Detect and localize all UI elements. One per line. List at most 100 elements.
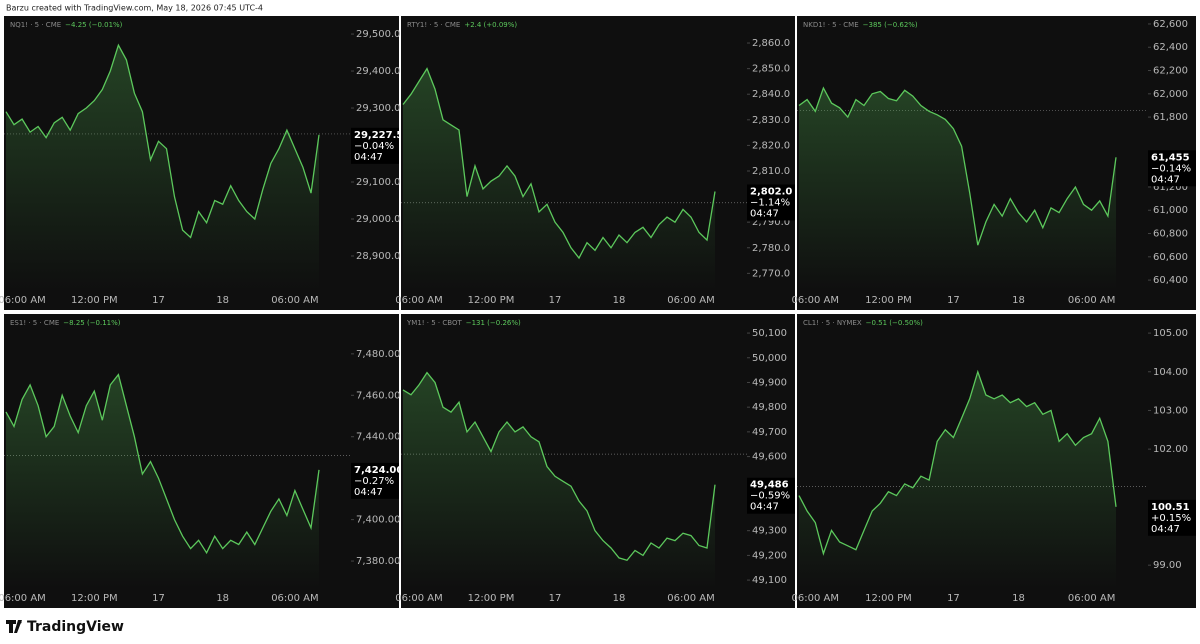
change-label: +0.15%	[1151, 513, 1191, 524]
price-box	[747, 477, 795, 514]
x-tick-label: 12:00 PM	[71, 593, 118, 604]
y-tick-label: 7,480.00	[356, 349, 401, 360]
x-tick-label: 06:00 AM	[667, 295, 714, 306]
price-label: 7,424.00	[354, 465, 403, 476]
footer-text: TradingView	[27, 619, 124, 635]
symbol-label: ES1! · 5 · CME −8.25 (−0.11%)	[10, 319, 121, 327]
symbol-text: NKD1! · 5 · CME	[803, 21, 859, 29]
change-label: −1.14%	[750, 197, 790, 208]
y-tick-label: 62,000	[1153, 89, 1188, 100]
x-tick-label: 17	[947, 593, 960, 604]
x-tick-label: 18	[216, 593, 229, 604]
y-tick-label: 60,600	[1153, 252, 1188, 263]
change-text: +2.4 (+0.09%)	[464, 21, 517, 29]
price-label: 49,486	[750, 480, 789, 491]
x-tick-label: 06:00 AM	[271, 295, 318, 306]
price-label: 2,802.0	[750, 186, 792, 197]
y-tick-label: 62,200	[1153, 66, 1188, 77]
y-tick-label: 60,400	[1153, 275, 1188, 286]
y-tick-label: 28,900.00	[356, 251, 407, 262]
area	[403, 68, 715, 290]
y-tick-label: 62,600	[1153, 19, 1188, 30]
y-tick-label: 49,100	[752, 575, 787, 586]
logo-mark	[6, 620, 22, 633]
y-tick-label: 49,200	[752, 550, 787, 561]
area	[6, 45, 319, 291]
symbol-label: NQ1! · 5 · CME −4.25 (−0.01%)	[10, 21, 123, 29]
chart-panel: ES1! · 5 · CME −8.25 (−0.11%) 7,380.00 7,40…	[0, 314, 403, 608]
x-tick-label: 06:00 AM	[0, 593, 46, 604]
y-tick-label: 2,850.0	[752, 64, 790, 75]
price-label: 61,455	[1151, 152, 1190, 163]
symbol-label: CL1! · 5 · NYMEX −0.51 (−0.50%)	[803, 319, 923, 327]
price-box	[1148, 150, 1196, 187]
chart-panel: CL1! · 5 · NYMEX −0.51 (−0.50%) 99.00 102.0…	[792, 314, 1196, 608]
symbol-label: RTY1! · 5 · CME +2.4 (+0.09%)	[407, 21, 517, 29]
price-line	[5, 373, 320, 555]
x-tick-label: 06:00 AM	[395, 593, 442, 604]
y-tick-label: 29,500.00	[356, 29, 407, 40]
x-tick-label: 06:00 AM	[667, 593, 714, 604]
chart-panel: NKD1! · 5 · CME −385 (−0.62%) 60,400 60,600…	[792, 16, 1196, 310]
y-tick-label: 2,860.0	[752, 38, 790, 49]
y-tick-label: 105.00	[1153, 328, 1188, 339]
change-text: −8.25 (−0.11%)	[63, 319, 121, 327]
y-tick-label: 29,400.00	[356, 66, 407, 77]
symbol-text: YM1! · 5 · CBOT	[406, 319, 462, 327]
chart-panel: RTY1! · 5 · CME +2.4 (+0.09%) 2,770.0 2,780…	[395, 16, 795, 310]
y-tick-label: 99.00	[1153, 560, 1182, 571]
chart-panel: NQ1! · 5 · CME −4.25 (−0.01%) 28,900.00 29,…	[0, 16, 410, 310]
y-tick-label: 2,830.0	[752, 115, 790, 126]
y-tick-label: 104.00	[1153, 367, 1188, 378]
footer-logo: TradingView	[6, 619, 124, 635]
x-tick-label: 17	[152, 593, 165, 604]
symbol-text: ES1! · 5 · CME	[10, 319, 59, 327]
x-tick-label: 06:00 AM	[792, 593, 839, 604]
price-box	[747, 184, 795, 221]
price-line	[402, 371, 716, 562]
logo-dot	[18, 620, 22, 624]
symbol-label: NKD1! · 5 · CME −385 (−0.62%)	[803, 21, 918, 29]
y-tick-label: 7,400.00	[356, 515, 401, 526]
change-text: −0.51 (−0.50%)	[866, 319, 924, 327]
x-tick-label: 12:00 PM	[468, 295, 515, 306]
y-tick-label: 29,100.00	[356, 177, 407, 188]
x-tick-label: 12:00 PM	[865, 295, 912, 306]
y-tick-label: 29,000.00	[356, 214, 407, 225]
price-box	[1148, 499, 1196, 536]
price-line	[5, 43, 320, 239]
y-tick-label: 2,790.0	[752, 217, 790, 228]
symbol-text: NQ1! · 5 · CME	[10, 21, 61, 29]
x-tick-label: 12:00 PM	[468, 593, 515, 604]
y-tick-label: 61,800	[1153, 112, 1188, 123]
price-label: 100.51	[1151, 502, 1190, 513]
chart-panel: YM1! · 5 · CBOT −131 (−0.26%) 49,100 49,200…	[395, 314, 795, 608]
change-text: −4.25 (−0.01%)	[65, 21, 123, 29]
x-tick-label: 18	[613, 593, 626, 604]
y-tick-label: 7,440.00	[356, 432, 401, 443]
price-line	[798, 369, 1117, 556]
countdown-label: 04:47	[750, 502, 779, 513]
countdown-label: 04:47	[354, 487, 383, 498]
x-tick-label: 06:00 AM	[792, 295, 839, 306]
price-box	[351, 462, 399, 499]
y-tick-label: 49,800	[752, 402, 787, 413]
x-tick-label: 12:00 PM	[865, 593, 912, 604]
area	[6, 374, 319, 588]
y-tick-label: 49,600	[752, 452, 787, 463]
price-line	[798, 86, 1117, 246]
price-box	[351, 127, 399, 164]
x-tick-label: 17	[549, 593, 562, 604]
y-tick-label: 49,300	[752, 526, 787, 537]
y-tick-label: 61,000	[1153, 205, 1188, 216]
area	[403, 372, 715, 588]
symbol-text: CL1! · 5 · NYMEX	[803, 319, 862, 327]
change-label: −0.59%	[750, 491, 790, 502]
countdown-label: 04:47	[1151, 524, 1180, 535]
change-label: −0.27%	[354, 476, 394, 487]
area	[799, 88, 1116, 290]
x-tick-label: 18	[613, 295, 626, 306]
y-tick-label: 49,700	[752, 427, 787, 438]
y-tick-label: 2,840.0	[752, 89, 790, 100]
y-tick-label: 50,100	[752, 328, 787, 339]
